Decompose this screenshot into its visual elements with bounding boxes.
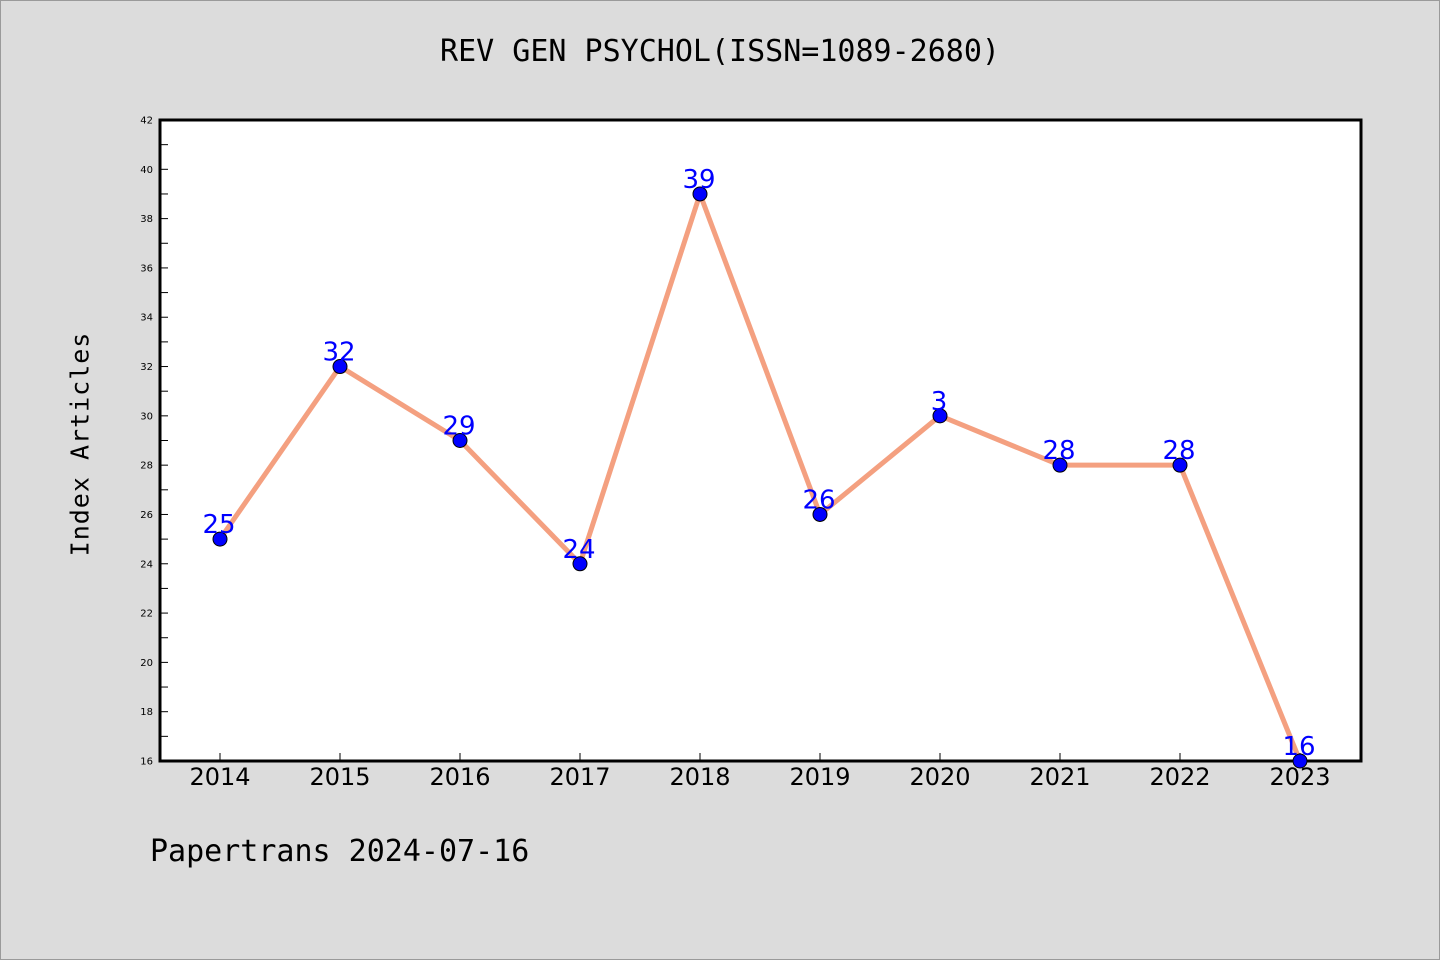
x-axis: 2014 2015 2016 2017 2018 2019 2020 2021 2022 2023 (189, 753, 1331, 791)
data-label: 24 (562, 535, 595, 565)
data-label: 26 (802, 485, 835, 515)
y-tick-label: 28 (140, 461, 153, 472)
plot-area (158, 118, 1363, 763)
y-tick-label: 34 (140, 313, 153, 324)
data-point (812, 506, 828, 522)
x-tick-label: 2019 (789, 763, 850, 791)
y-tick-label: 22 (140, 609, 153, 620)
y-axis: 16 18 20 22 24 26 28 30 32 34 36 38 40 42 (140, 116, 168, 768)
data-label: 29 (442, 412, 475, 442)
y-tick-label: 40 (140, 165, 153, 176)
data-label: 28 (1042, 436, 1075, 466)
y-tick-label: 30 (140, 411, 153, 422)
y-tick-label: 18 (140, 707, 153, 718)
x-tick-label: 2017 (549, 763, 610, 791)
x-tick-label: 2020 (909, 763, 970, 791)
data-labels: 25 32 29 24 39 26 3 28 28 16 (202, 165, 1315, 762)
data-point (692, 186, 708, 202)
x-tick-label: 2018 (669, 763, 730, 791)
x-tick-label: 2016 (429, 763, 490, 791)
data-point (332, 359, 348, 375)
y-tick-label: 36 (140, 263, 153, 274)
data-point (1172, 457, 1188, 473)
data-point (452, 433, 468, 448)
x-tick-label: 2014 (189, 763, 250, 791)
data-point (932, 408, 948, 424)
data-label: 25 (202, 510, 235, 540)
data-label: 32 (322, 338, 355, 368)
data-point (1052, 457, 1068, 473)
y-tick-label: 26 (140, 510, 153, 521)
x-tick-label: 2015 (309, 763, 370, 791)
data-point (212, 531, 228, 547)
y-tick-label: 38 (140, 214, 153, 225)
y-tick-label: 16 (140, 757, 153, 768)
x-tick-label: 2021 (1029, 763, 1090, 791)
footer-note: Papertrans 2024-07-16 (150, 834, 530, 869)
series-index-articles (212, 186, 1308, 769)
y-tick-label: 32 (140, 362, 153, 373)
data-point (1292, 753, 1308, 769)
y-tick-label: 24 (140, 559, 153, 570)
series-line (217, 191, 1303, 762)
x-tick-label: 2022 (1149, 763, 1210, 791)
data-label: 39 (682, 165, 715, 195)
y-tick-label: 42 (140, 116, 153, 127)
data-label: 16 (1282, 732, 1315, 762)
data-label: 3 (931, 387, 948, 417)
y-tick-label: 20 (140, 658, 153, 669)
data-label: 28 (1162, 436, 1195, 466)
data-point (572, 556, 588, 572)
chart-title: REV GEN PSYCHOL(ISSN=1089-2680) (440, 34, 1000, 69)
